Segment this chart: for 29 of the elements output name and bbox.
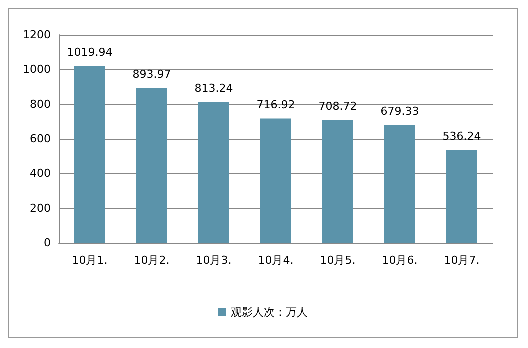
x-tick-label: 10月2. (134, 254, 170, 267)
x-tick-label: 10月3. (196, 254, 232, 267)
y-tick-label: 200 (30, 202, 51, 215)
data-label: 893.97 (132, 68, 172, 82)
x-tick-label: 10月1. (72, 254, 108, 267)
x-tick-label: 10月6. (382, 254, 418, 267)
bar (136, 88, 168, 243)
bar (198, 102, 230, 243)
data-label: 679.33 (380, 105, 420, 118)
data-label: 536.24 (442, 130, 482, 144)
y-tick-label: 1200 (23, 28, 51, 42)
data-label: 1019.94 (67, 46, 113, 60)
data-label: 716.92 (256, 98, 296, 112)
legend-label: 观影人次：万人 (231, 306, 308, 319)
y-tick-label: 800 (30, 98, 51, 111)
bar (446, 150, 478, 243)
y-tick-label: 400 (30, 167, 51, 180)
data-label: 813.24 (194, 82, 234, 96)
x-tick-label: 10月7. (444, 254, 480, 267)
data-label: 708.72 (318, 100, 358, 114)
y-tick-label: 1000 (23, 63, 51, 76)
bar (384, 125, 416, 243)
bar (322, 120, 354, 243)
bar (260, 118, 292, 243)
y-tick-label: 0 (44, 236, 51, 250)
x-tick-label: 10月5. (320, 254, 356, 267)
bar (74, 66, 106, 243)
y-tick-label: 600 (30, 132, 51, 146)
x-tick-label: 10月4. (258, 254, 294, 267)
